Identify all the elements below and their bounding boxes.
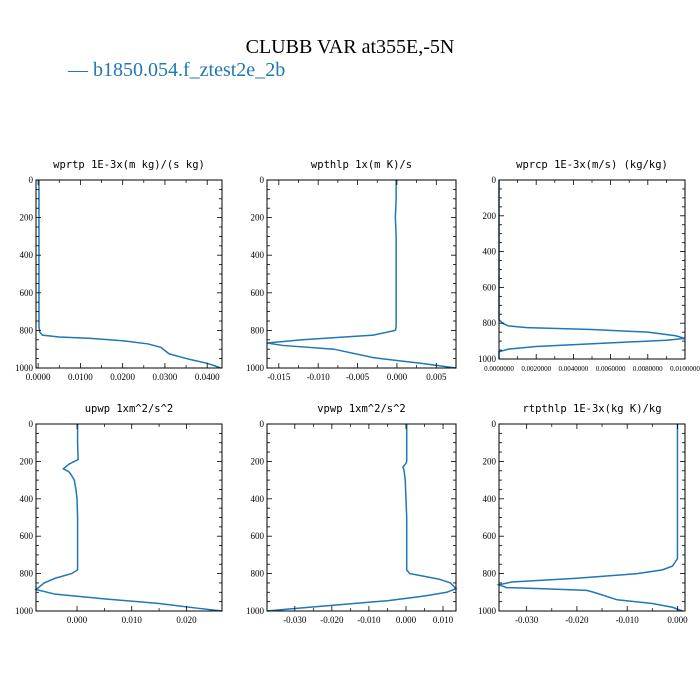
y-tick-label: 600	[20, 531, 34, 541]
y-tick-label: 600	[251, 531, 265, 541]
y-tick-label: 800	[251, 325, 265, 335]
x-tick-label: 0.005	[426, 372, 447, 382]
y-tick-label: 0	[29, 175, 34, 185]
series-line	[266, 180, 457, 369]
x-tick-label: -0.030	[515, 615, 539, 625]
panel-2: wpthlp 1x(m K)/s 0 200 400 600 800 1000-0.015 -…	[246, 159, 457, 382]
y-tick-label: 200	[20, 213, 34, 223]
y-tick-label: 400	[483, 247, 497, 257]
series-line	[496, 424, 683, 612]
plot-frame	[498, 179, 686, 360]
series-line	[34, 424, 223, 612]
y-tick-label: 200	[251, 456, 265, 466]
panel-title: wpthlp 1x(m K)/s	[311, 159, 412, 171]
x-tick-label: 0.0040000	[559, 365, 589, 373]
legend-line-marker: —	[68, 59, 88, 81]
x-tick-label: -0.010	[357, 615, 381, 625]
x-tick-label: 0.010	[122, 615, 143, 625]
y-tick-label: 200	[251, 213, 265, 223]
series-line	[498, 180, 686, 359]
series-line	[266, 424, 458, 612]
x-tick-label: 0.020	[176, 615, 197, 625]
y-tick-label: 0	[260, 419, 265, 429]
figure-title: CLUBB VAR at355E,-5N	[245, 36, 455, 58]
x-tick-label: 0.0080000	[633, 365, 663, 373]
x-tick-label: -0.015	[267, 372, 291, 382]
y-tick-label: 400	[483, 494, 497, 504]
x-tick-label: 0.000	[667, 615, 688, 625]
panel-title: vpwp 1xm^2/s^2	[317, 403, 406, 415]
y-tick-label: 1000	[478, 606, 497, 616]
x-tick-label: -0.030	[283, 615, 307, 625]
y-tick-label: 600	[483, 531, 497, 541]
x-tick-label: 0.0060000	[596, 365, 626, 373]
y-tick-label: 0	[29, 419, 34, 429]
y-tick-label: 800	[20, 569, 34, 579]
x-tick-label: 0.0200	[110, 372, 135, 382]
y-tick-label: 400	[251, 494, 265, 504]
y-tick-label: 200	[483, 456, 497, 466]
y-tick-label: 600	[20, 288, 34, 298]
x-tick-label: 0.0000	[26, 372, 51, 382]
x-tick-label: -0.010	[616, 615, 640, 625]
y-tick-label: 0	[492, 175, 497, 185]
panel-4: upwp 1xm^2/s^2 0 200 400 600 800 1000 0.000 0.01…	[15, 403, 223, 625]
y-tick-label: 800	[20, 325, 34, 335]
x-tick-label: -0.020	[320, 615, 344, 625]
plot-frame	[266, 423, 457, 612]
panel-6: rtpthlp 1E-3x(kg K)/kg 0 200 400 600 800 1000 -…	[478, 403, 688, 625]
y-tick-label: 0	[492, 419, 497, 429]
legend-label: b1850.054.f_ztest2e_2b	[93, 59, 286, 81]
y-tick-label: 400	[20, 494, 34, 504]
y-tick-label: 1000	[246, 363, 265, 373]
x-tick-label: 0.0400	[195, 372, 220, 382]
x-tick-label: -0.020	[565, 615, 589, 625]
y-tick-label: 200	[483, 211, 497, 221]
x-tick-label: 0.0000000	[484, 365, 514, 373]
y-tick-label: 1000	[478, 354, 497, 364]
x-tick-label: 0.000	[67, 615, 88, 625]
x-tick-label: 0.0100000	[670, 365, 700, 373]
x-tick-label: 0.0100	[68, 372, 93, 382]
series-line	[38, 180, 221, 369]
x-tick-label: 0.000	[387, 372, 408, 382]
y-tick-label: 200	[20, 456, 34, 466]
panel-title: upwp 1xm^2/s^2	[85, 403, 174, 415]
panel-title: wprtp 1E-3x(m kg)/(s kg)	[53, 159, 205, 171]
x-tick-label: -0.010	[307, 372, 331, 382]
plot-frame	[498, 423, 686, 612]
x-tick-label: 0.0300	[153, 372, 178, 382]
x-tick-label: -0.005	[346, 372, 370, 382]
plot-frame	[35, 179, 223, 369]
y-tick-label: 1000	[246, 606, 265, 616]
x-tick-label: 0.0020000	[521, 365, 551, 373]
y-tick-label: 400	[20, 250, 34, 260]
y-tick-label: 1000	[15, 606, 34, 616]
y-tick-label: 600	[251, 288, 265, 298]
x-tick-label: 0.010	[433, 615, 454, 625]
x-tick-label: 0.000	[396, 615, 417, 625]
panel-3: wprcp 1E-3x(m/s) (kg/kg) 0 200 400 600 800 100…	[478, 159, 700, 373]
y-tick-label: 1000	[15, 363, 34, 373]
legend-entry: — b1850.054.f_ztest2e_2b	[68, 59, 285, 82]
panel-5: vpwp 1xm^2/s^2 0 200 400 600 800 1000 -0.030 -0.…	[246, 403, 458, 625]
y-tick-label: 800	[483, 569, 497, 579]
y-tick-label: 0	[260, 175, 265, 185]
y-tick-label: 400	[251, 250, 265, 260]
y-tick-label: 800	[483, 318, 497, 328]
panel-title: wprcp 1E-3x(m/s) (kg/kg)	[516, 159, 668, 171]
y-tick-label: 600	[483, 282, 497, 292]
panel-title: rtpthlp 1E-3x(kg K)/kg	[522, 403, 661, 415]
y-tick-label: 800	[251, 569, 265, 579]
panel-1: wprtp 1E-3x(m kg)/(s kg) 0 200 400 600 800 100…	[15, 159, 223, 382]
plot-frame	[35, 423, 223, 612]
